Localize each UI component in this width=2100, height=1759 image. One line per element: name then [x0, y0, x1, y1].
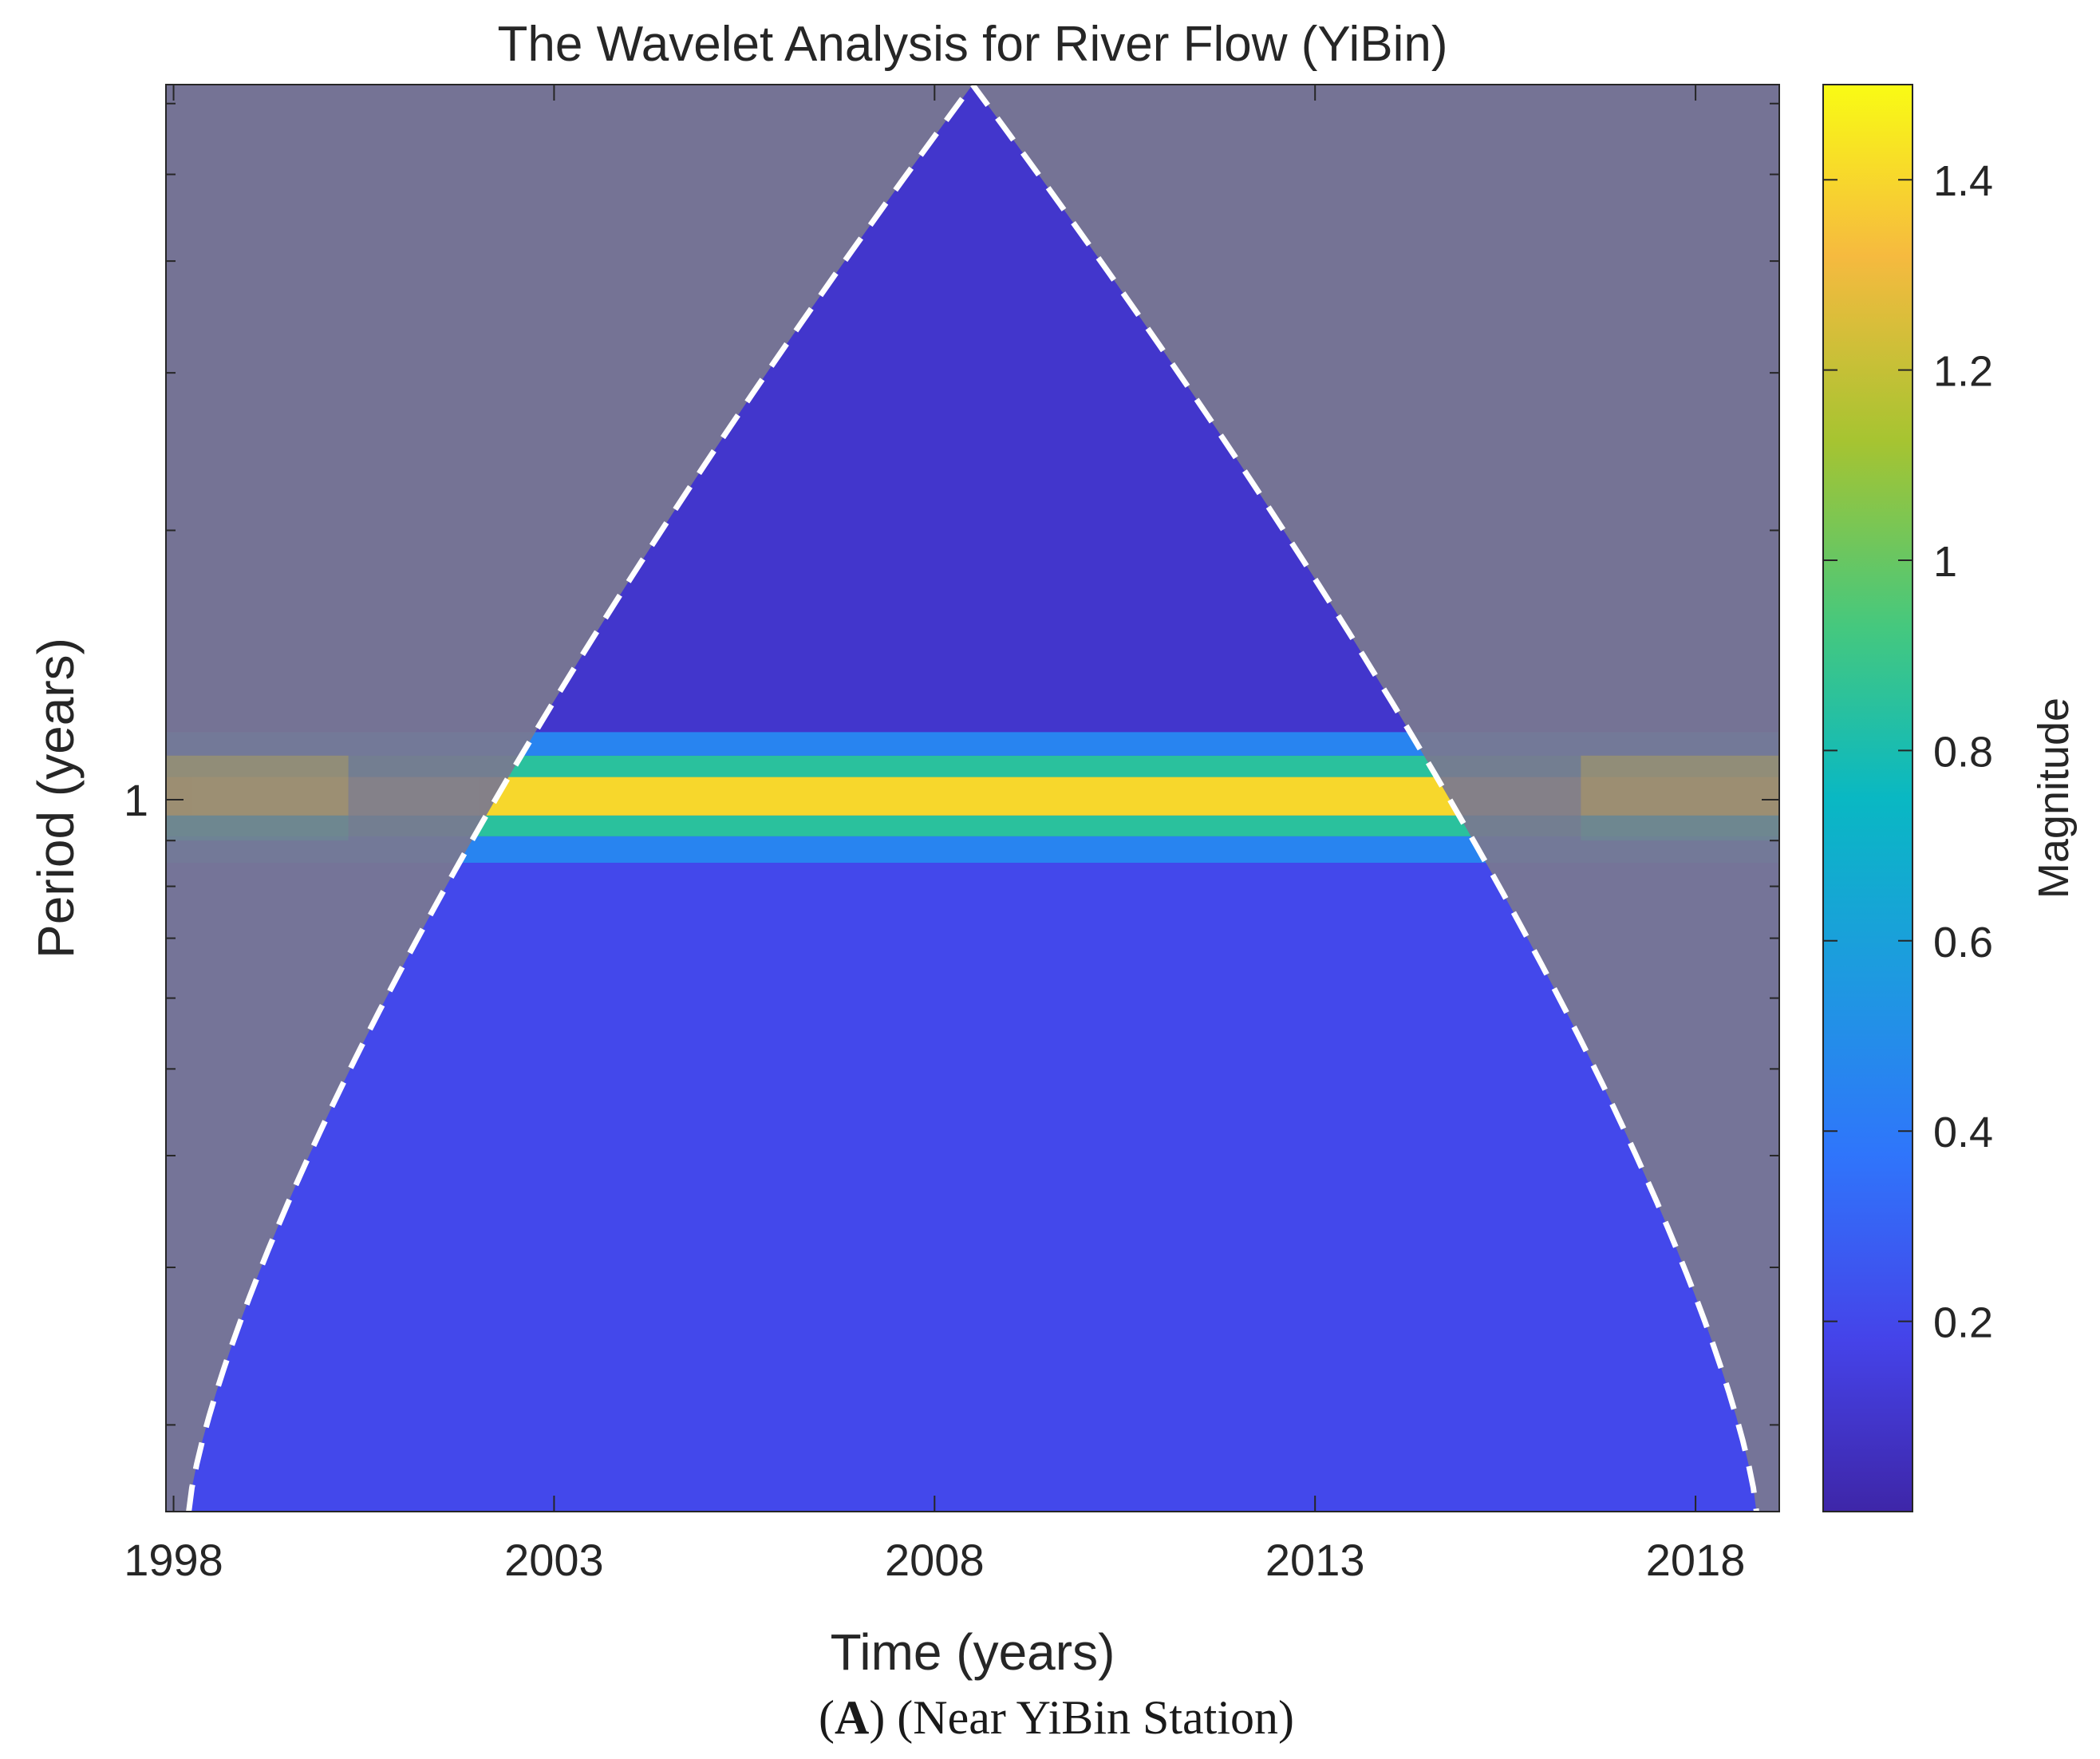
x-axis-label: Time (years): [831, 1623, 1115, 1681]
y-tick-label: 1: [124, 775, 148, 825]
shade-band-left-0: [166, 755, 349, 816]
colorbar-tick-label: 0.6: [1933, 919, 1993, 966]
x-tick-label: 2003: [504, 1535, 604, 1585]
x-axis: 1998 2003 2008 2013 2018: [124, 85, 1745, 1585]
colorbar-tick-label: 0.8: [1933, 728, 1993, 776]
colorbar-label: Magnitude: [2030, 698, 2078, 899]
x-tick-label: 2018: [1646, 1535, 1746, 1585]
colorbar-tick-label: 1: [1933, 538, 1957, 586]
coi-shaded-bands: [166, 755, 1779, 841]
chart-title: The Wavelet Analysis for River Flow (YiB…: [498, 17, 1448, 72]
colorbar-tick-label: 1.4: [1933, 157, 1993, 205]
colorbar-ramp: [1822, 84, 1913, 1512]
x-tick-label: 2013: [1265, 1535, 1365, 1585]
coi-shade-left: [166, 85, 1779, 1512]
caption-rest: ) (Near YiBin Station): [869, 1691, 1294, 1744]
caption-letter: A: [835, 1691, 869, 1744]
colorbar: 0.2 0.4 0.6 0.8 1 1.2 1.4 Magnitude: [1822, 84, 2078, 1512]
y-axis: 1: [124, 102, 1779, 1426]
plot-frame: [165, 84, 1780, 1512]
y-axis-label: Period (years): [27, 638, 85, 959]
scalogram-band-0: [166, 863, 1779, 1512]
shade-band-right-1: [1581, 815, 1779, 841]
colorbar-tick-label: 0.2: [1933, 1299, 1993, 1347]
figure-caption: (A) (Near YiBin Station): [819, 1691, 1294, 1744]
colorbar-tick-label: 1.2: [1933, 348, 1993, 396]
x-tick-label: 1998: [124, 1535, 223, 1585]
x-tick-label: 2008: [885, 1535, 985, 1585]
shade-band-right-0: [1581, 755, 1779, 816]
plot-area: [166, 85, 1779, 1512]
caption-open: (: [819, 1691, 835, 1744]
shade-band-left-1: [166, 815, 349, 841]
colorbar-ticks: 0.2 0.4 0.6 0.8 1 1.2 1.4: [1823, 157, 1993, 1347]
colorbar-tick-label: 0.4: [1933, 1109, 1993, 1156]
